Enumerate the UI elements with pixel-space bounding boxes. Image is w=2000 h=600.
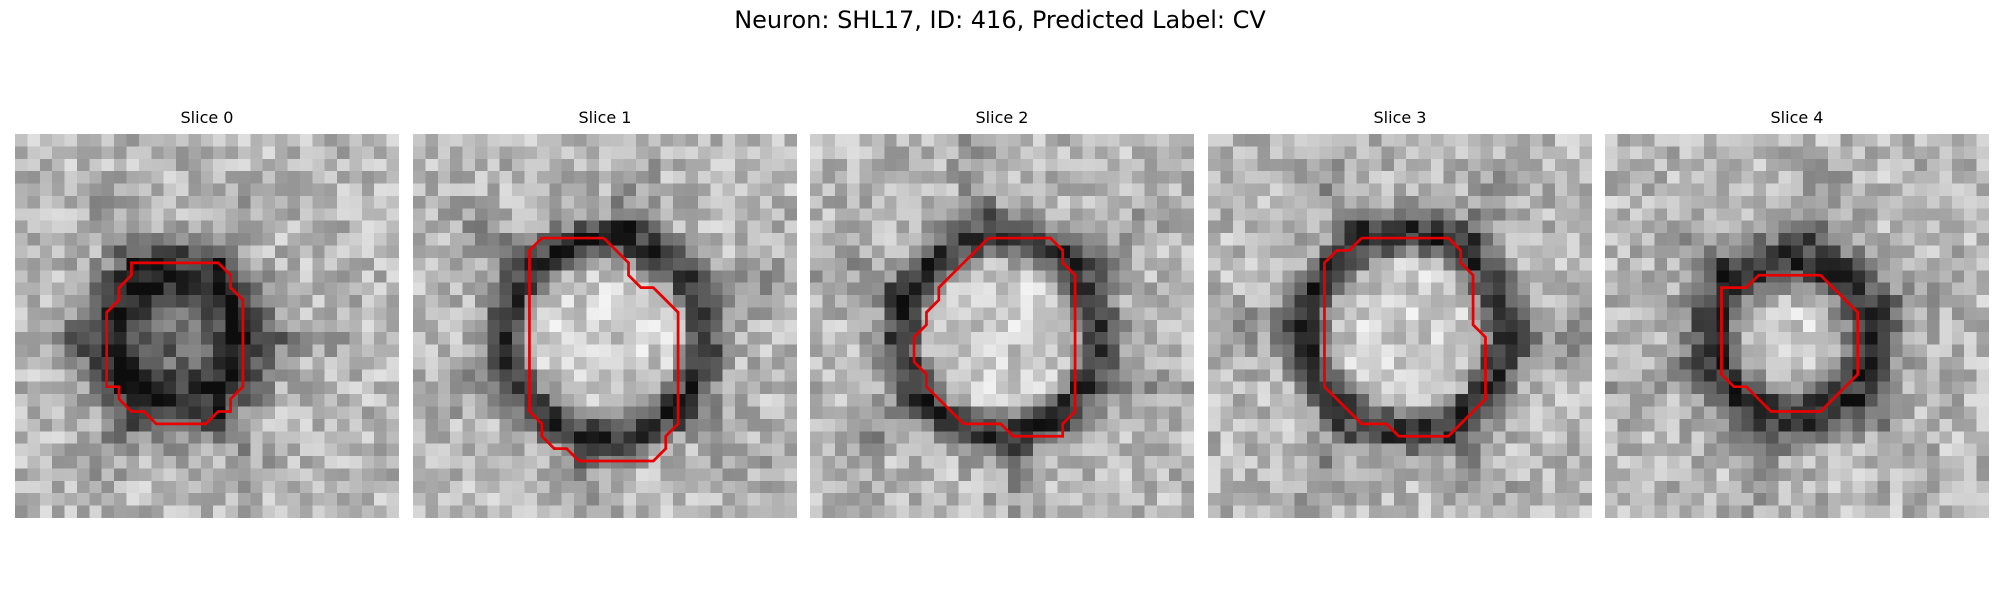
slice-4-panel — [1605, 134, 1989, 518]
panel-title-slice-0: Slice 0 — [180, 108, 234, 127]
slice-3-panel — [1208, 134, 1592, 518]
panel-title-slice-4: Slice 4 — [1770, 108, 1824, 127]
slice-4-image — [1605, 134, 1989, 518]
segmentation-outline — [1720, 273, 1860, 413]
slice-1-image — [413, 134, 797, 518]
slice-3-image — [1208, 134, 1592, 518]
segmentation-outline — [105, 261, 245, 426]
segmentation-outline — [912, 236, 1077, 438]
figure-title: Neuron: SHL17, ID: 416, Predicted Label:… — [734, 6, 1266, 34]
slice-0-panel — [15, 134, 399, 518]
panel-title-slice-3: Slice 3 — [1373, 108, 1427, 127]
segmentation-outline — [528, 236, 680, 463]
panel-title-slice-1: Slice 1 — [578, 108, 632, 127]
segmentation-outline — [1323, 236, 1487, 438]
slice-0-image — [15, 134, 399, 518]
panel-title-slice-2: Slice 2 — [975, 108, 1029, 127]
slice-2-image — [810, 134, 1194, 518]
slice-2-panel — [810, 134, 1194, 518]
slice-1-panel — [413, 134, 797, 518]
